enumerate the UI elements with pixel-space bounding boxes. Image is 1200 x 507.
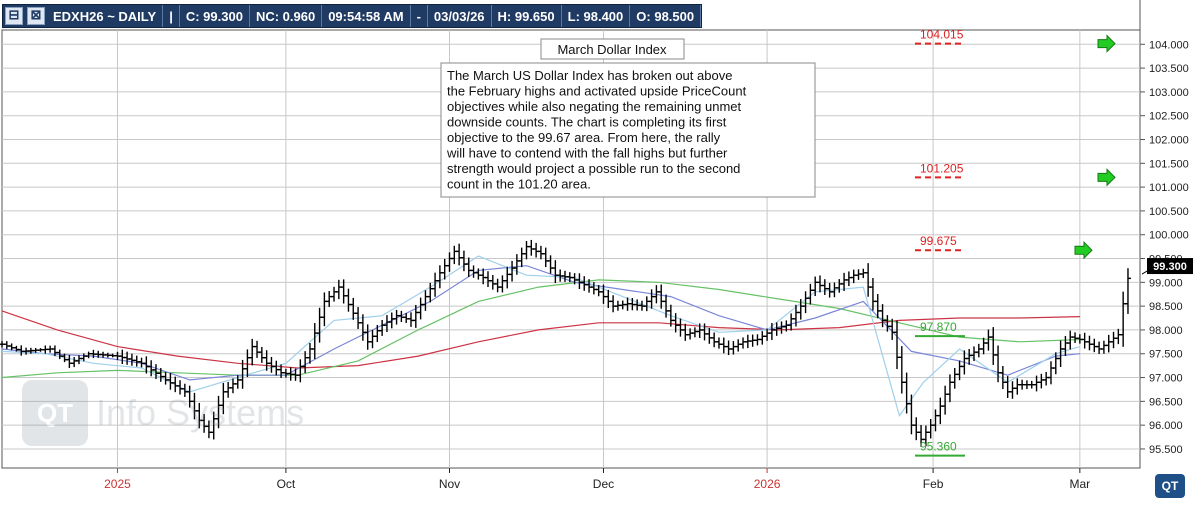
target-arrow-icon <box>1097 34 1116 53</box>
watermark: QT Info Systems <box>22 380 304 446</box>
watermark-logo: QT <box>22 380 88 446</box>
y-tick-label: 97.000 <box>1149 373 1183 385</box>
last-price-label: 99.300 <box>1153 261 1187 273</box>
annotation-line: count in the 101.20 area. <box>447 177 591 192</box>
close-value: C: 99.300 <box>180 5 250 27</box>
annotation-line: downside counts. The chart is completing… <box>447 115 727 130</box>
y-tick-label: 100.000 <box>1149 230 1189 242</box>
price-target-label: 99.675 <box>920 234 957 248</box>
y-tick-label: 96.500 <box>1149 396 1183 408</box>
price-target-label: 104.015 <box>920 28 964 42</box>
x-tick-label: Oct <box>277 477 296 491</box>
x-tick-label: 2025 <box>104 477 131 491</box>
x-tick-label: Dec <box>593 477 614 491</box>
y-tick-label: 101.000 <box>1149 182 1189 194</box>
time-value: 09:54:58 AM <box>322 5 411 27</box>
qt-logo-icon[interactable]: QT <box>1155 474 1185 498</box>
y-tick-label: 97.500 <box>1149 349 1183 361</box>
y-tick-label: 98.500 <box>1149 301 1183 313</box>
last-price-badge <box>1147 258 1193 275</box>
annotation-line: will have to contend with the fall highs… <box>446 146 728 161</box>
y-tick-label: 98.000 <box>1149 325 1183 337</box>
annotation-line: strength would project a possible run to… <box>447 161 740 176</box>
y-tick-label: 104.000 <box>1149 39 1189 51</box>
x-tick-label: Nov <box>439 477 460 491</box>
chart-title: March Dollar Index <box>557 42 667 57</box>
moving-average-line <box>1 265 1080 381</box>
y-tick-label: 100.500 <box>1149 206 1189 218</box>
x-tick-label: 2026 <box>754 477 781 491</box>
quote-bar: ⊟ ⊠ EDXH26 ~ DAILY | C: 99.300 NC: 0.960… <box>2 4 703 28</box>
date-value: 03/03/26 <box>428 5 492 27</box>
chart-title-box <box>540 38 685 60</box>
collapse-button[interactable]: ⊟ <box>5 7 23 25</box>
x-tick-label: Mar <box>1070 477 1091 491</box>
y-tick-label: 103.500 <box>1149 63 1189 75</box>
y-tick-label: 103.000 <box>1149 87 1189 99</box>
close-button[interactable]: ⊠ <box>27 7 45 25</box>
separator: | <box>163 5 180 27</box>
annotation-line: the February highs and activated upside … <box>447 84 747 99</box>
price-target-label: 97.870 <box>920 320 957 334</box>
y-tick-label: 102.000 <box>1149 135 1189 147</box>
dash: - <box>411 5 428 27</box>
y-tick-label: 102.500 <box>1149 111 1189 123</box>
symbol-label[interactable]: EDXH26 ~ DAILY <box>47 5 164 27</box>
moving-average-line <box>1 310 1080 369</box>
y-tick-label: 96.000 <box>1149 420 1183 432</box>
price-target-label: 101.205 <box>920 161 964 175</box>
annotation-line: objective to the 99.67 area. From here, … <box>447 130 721 145</box>
y-tick-label: 99.000 <box>1149 277 1183 289</box>
annotation-line: The March US Dollar Index has broken out… <box>447 68 732 83</box>
y-tick-label: 95.500 <box>1149 444 1183 456</box>
annotation-box <box>440 62 816 198</box>
moving-average-line <box>1 279 1080 379</box>
price-target-label: 95.360 <box>920 440 957 454</box>
target-arrow-icon <box>1097 168 1116 187</box>
open-value: O: 98.500 <box>630 5 702 27</box>
annotation-line: objectives while also negating the remai… <box>447 99 742 114</box>
high-value: H: 99.650 <box>492 5 562 27</box>
target-arrow-icon <box>1074 240 1093 260</box>
y-tick-label: 101.500 <box>1149 158 1189 170</box>
x-tick-label: Feb <box>923 477 944 491</box>
low-value: L: 98.400 <box>562 5 631 27</box>
watermark-text: Info Systems <box>96 392 305 433</box>
net-change-value: NC: 0.960 <box>250 5 323 27</box>
